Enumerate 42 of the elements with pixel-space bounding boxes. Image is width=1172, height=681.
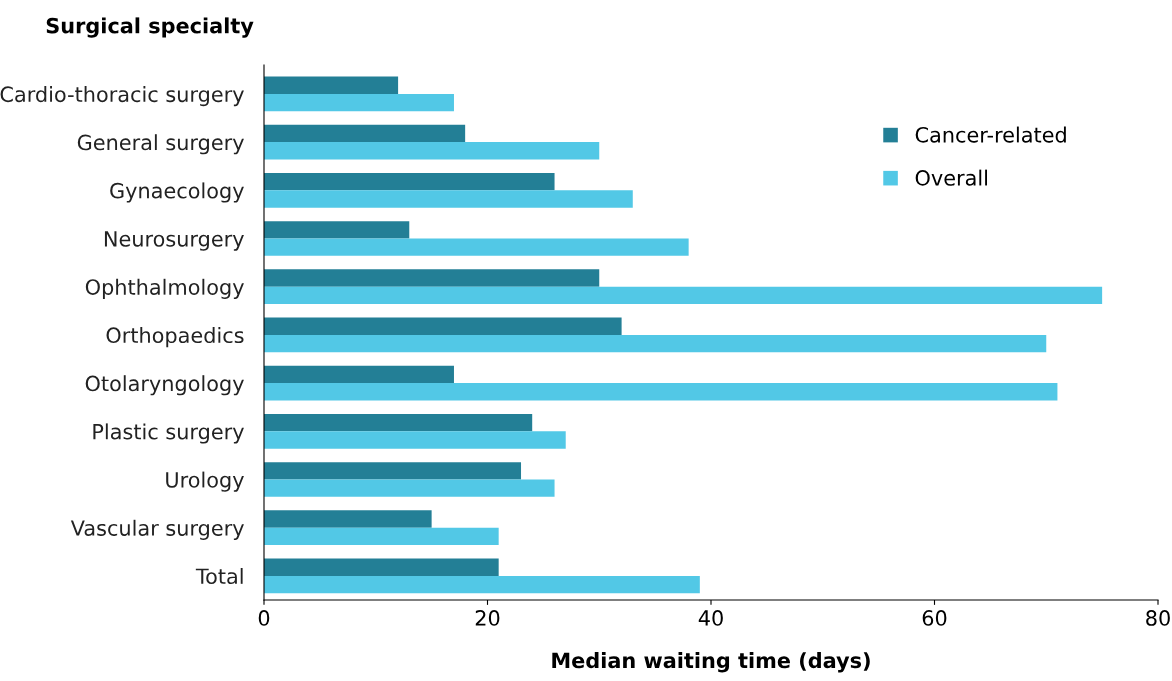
bar bbox=[264, 238, 689, 256]
y-tick-label: Orthopaedics bbox=[106, 326, 244, 348]
bar bbox=[264, 142, 600, 160]
y-axis-title: Surgical specialty bbox=[46, 17, 254, 38]
bar bbox=[264, 462, 522, 480]
y-tick-label: Gynaecology bbox=[110, 182, 244, 203]
y-tick-label: Urology bbox=[166, 471, 244, 492]
y-tick-label: Neurosurgery bbox=[104, 231, 244, 251]
bar bbox=[264, 527, 499, 546]
bar bbox=[264, 510, 432, 528]
legend-label: Cancer-related bbox=[915, 126, 1066, 143]
y-tick-label: Cardio-thoracic surgery bbox=[0, 86, 244, 107]
bar bbox=[264, 431, 566, 449]
bar bbox=[264, 558, 499, 576]
bar bbox=[264, 479, 555, 497]
bar bbox=[264, 221, 410, 239]
bar bbox=[264, 76, 399, 94]
bar bbox=[264, 575, 700, 594]
bar bbox=[264, 172, 555, 191]
bar bbox=[264, 334, 1047, 353]
legend-label: Overall bbox=[915, 169, 987, 186]
y-tick-label: Plastic surgery bbox=[93, 423, 244, 444]
x-tick-label: 0 bbox=[258, 610, 270, 626]
bar bbox=[264, 383, 1058, 401]
x-tick-label: 60 bbox=[922, 610, 947, 626]
bar bbox=[264, 317, 622, 335]
bar bbox=[264, 269, 600, 287]
x-axis-title: Median waiting time (days) bbox=[552, 652, 870, 673]
x-tick-label: 20 bbox=[475, 610, 500, 626]
bar bbox=[264, 93, 454, 112]
bar bbox=[264, 190, 633, 208]
y-tick-label: General surgery bbox=[77, 134, 244, 155]
y-tick-label: Vascular surgery bbox=[70, 519, 244, 540]
y-tick-label: Otolaryngology bbox=[85, 375, 244, 396]
bar bbox=[264, 124, 466, 143]
y-tick-label: Ophthalmology bbox=[85, 278, 244, 299]
bar bbox=[264, 413, 533, 432]
x-tick-label: 80 bbox=[1146, 610, 1170, 626]
bar bbox=[264, 286, 1103, 305]
x-tick-label: 40 bbox=[698, 610, 723, 626]
bar bbox=[264, 365, 454, 384]
y-tick-label: Total bbox=[195, 567, 243, 585]
